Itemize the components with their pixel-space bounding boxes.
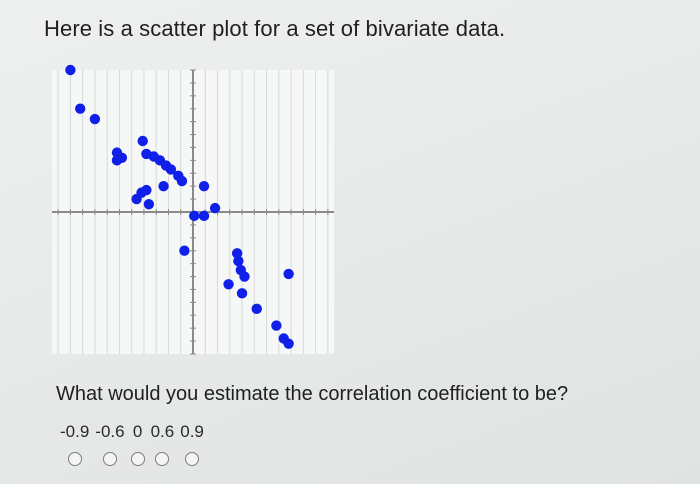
radio-button[interactable] (67, 452, 82, 466)
data-point (65, 64, 76, 76)
data-point (233, 255, 244, 267)
choice-label: 0.6 (150, 422, 175, 441)
data-point (223, 279, 234, 290)
choice-neg-0-6[interactable]: -0.6 (95, 422, 125, 466)
data-point (179, 245, 190, 256)
data-point (143, 199, 155, 210)
answer-choices: -0.9 -0.6 0 0.6 0.9 (60, 422, 210, 466)
data-point (131, 193, 142, 205)
choice-label: -0.9 (60, 422, 90, 441)
radio-button[interactable] (102, 452, 117, 466)
data-point (189, 210, 200, 222)
data-point (141, 184, 152, 196)
data-point (176, 175, 188, 187)
data-point (158, 180, 169, 192)
intro-text: Here is a scatter plot for a set of biva… (44, 16, 506, 41)
data-point (283, 338, 294, 349)
data-point (137, 135, 148, 147)
data-point (231, 248, 243, 259)
data-point (271, 320, 282, 331)
radio-button[interactable] (130, 452, 145, 466)
question-text: What would you estimate the correlation … (56, 383, 569, 405)
data-point (209, 202, 221, 214)
choice-0[interactable]: 0 (130, 422, 145, 466)
choice-label: 0 (132, 422, 143, 441)
data-point (236, 288, 248, 299)
choice-label: 0.9 (180, 422, 204, 441)
data-point (165, 164, 177, 175)
data-point (283, 268, 294, 280)
choice-label: -0.6 (95, 422, 125, 441)
choice-neg-0-9[interactable]: -0.9 (60, 422, 89, 466)
data-point (116, 152, 128, 163)
data-point (251, 303, 262, 315)
data-point (239, 271, 250, 282)
radio-button[interactable] (185, 452, 200, 466)
data-point (89, 113, 101, 125)
data-point (75, 103, 86, 114)
data-point (198, 180, 210, 192)
plot-points (65, 64, 294, 349)
radio-button[interactable] (155, 452, 170, 466)
data-point (198, 210, 210, 222)
choice-0-9[interactable]: 0.9 (180, 422, 204, 466)
choice-0-6[interactable]: 0.6 (150, 422, 175, 466)
